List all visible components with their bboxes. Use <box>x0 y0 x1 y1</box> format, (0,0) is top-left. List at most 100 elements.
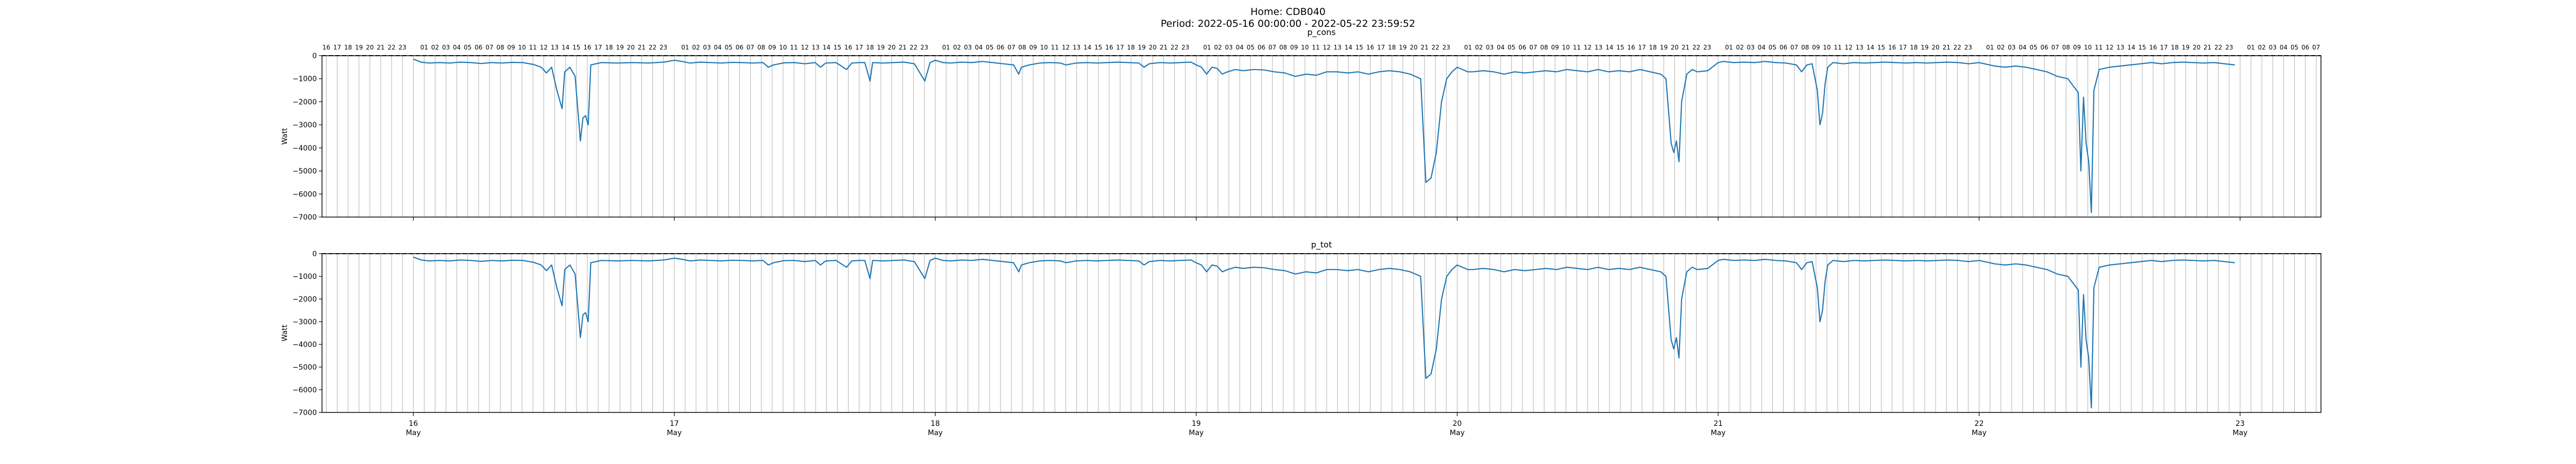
hour-tick-label: 10 <box>1562 44 1570 51</box>
hour-tick-label: 16 <box>844 44 852 51</box>
hour-tick-label: 05 <box>2291 44 2298 51</box>
hour-tick-label: 08 <box>1540 44 1548 51</box>
hour-tick-label: 13 <box>1334 44 1342 51</box>
x-tick-label-day: 21 <box>1714 420 1723 428</box>
x-tick-label-month: May <box>667 429 682 437</box>
hour-tick-label: 11 <box>790 44 798 51</box>
x-tick-label-month: May <box>1189 429 1204 437</box>
hour-tick-label: 18 <box>1127 44 1135 51</box>
x-tick-label-day: 17 <box>670 420 679 428</box>
hour-tick-label: 19 <box>1660 44 1668 51</box>
hour-tick-label: 10 <box>1040 44 1048 51</box>
hour-tick-label: 17 <box>594 44 602 51</box>
hour-tick-label: 05 <box>2029 44 2037 51</box>
figure-title-home: Home: CDB040 <box>1250 6 1326 18</box>
y-tick-label: −5000 <box>293 168 317 176</box>
hour-tick-label: 21 <box>1420 44 1428 51</box>
hour-tick-label: 02 <box>1736 44 1743 51</box>
hour-tick-label: 13 <box>1595 44 1602 51</box>
figure-title: Home: CDB040 Period: 2022-05-16 00:00:00… <box>0 6 2576 30</box>
hour-tick-label: 23 <box>399 44 406 51</box>
hour-tick-label: 22 <box>649 44 656 51</box>
hour-tick-label: 10 <box>779 44 787 51</box>
hour-tick-label: 02 <box>1475 44 1483 51</box>
plot-frame <box>321 55 2321 218</box>
hour-tick-label: 13 <box>1073 44 1080 51</box>
hour-tick-label: 21 <box>1682 44 1689 51</box>
hour-tick-label: 05 <box>986 44 993 51</box>
hour-tick-label: 19 <box>2182 44 2190 51</box>
hour-tick-label: 05 <box>1507 44 1515 51</box>
hour-tick-label: 23 <box>1443 44 1450 51</box>
hour-tick-label: 21 <box>377 44 384 51</box>
y-tick-label: −1000 <box>293 75 317 84</box>
hour-tick-label: 13 <box>812 44 820 51</box>
hour-tick-label: 20 <box>627 44 635 51</box>
hour-tick-label: 22 <box>387 44 395 51</box>
hour-tick-label: 01 <box>420 44 428 51</box>
hour-tick-label: 03 <box>2008 44 2015 51</box>
hour-tick-label: 12 <box>1062 44 1070 51</box>
hour-tick-label: 03 <box>1225 44 1233 51</box>
y-tick-label: −3000 <box>293 121 317 129</box>
hour-tick-label: 03 <box>2269 44 2277 51</box>
hour-tick-label: 17 <box>1116 44 1124 51</box>
x-tick-label-day: 23 <box>2235 420 2245 428</box>
hour-tick-label: 01 <box>2247 44 2255 51</box>
hour-tick-label: 08 <box>1279 44 1287 51</box>
hour-tick-label: 15 <box>1616 44 1624 51</box>
hour-tick-label: 07 <box>2312 44 2320 51</box>
x-tick-label-month: May <box>1450 429 1465 437</box>
hour-tick-label: 09 <box>2073 44 2081 51</box>
hour-tick-label: 09 <box>1290 44 1298 51</box>
hour-tick-label: 06 <box>2301 44 2309 51</box>
hour-tick-label: 04 <box>2280 44 2287 51</box>
hour-tick-label: 23 <box>1703 44 1711 51</box>
y-tick-label: −7000 <box>293 409 317 417</box>
y-tick-label: −3000 <box>293 318 317 326</box>
hour-tick-label: 12 <box>1584 44 1591 51</box>
hour-tick-label: 23 <box>659 44 667 51</box>
chart-panel-p_cons: 16 17 18 19 20 21 22 23 01 02 03 04 05 06 07 08 09 10 11 12… <box>281 27 2321 222</box>
chart-title: p_tot <box>1311 240 1332 250</box>
hour-tick-label: 17 <box>1377 44 1385 51</box>
hour-tick-label: 14 <box>562 44 569 51</box>
hour-tick-label: 11 <box>1834 44 1841 51</box>
hour-tick-label: 16 <box>2149 44 2157 51</box>
hour-tick-label: 07 <box>2052 44 2059 51</box>
hour-tick-label: 01 <box>681 44 689 51</box>
hour-tick-label: 14 <box>1083 44 1091 51</box>
plot-frame <box>321 253 2321 413</box>
hour-tick-label: 12 <box>540 44 548 51</box>
hour-tick-label: 21 <box>2204 44 2211 51</box>
chart-panel-p_tot: 0 −1000 −2000 −3000 −4000 −5000 −6000 −7000 Watt… <box>281 240 2321 437</box>
y-tick-label: −7000 <box>293 213 317 222</box>
hour-tick-label: 16 <box>1888 44 1896 51</box>
hour-tick-label: 11 <box>1312 44 1319 51</box>
hour-tick-label: 22 <box>1171 44 1178 51</box>
hour-tick-label: 18 <box>344 44 352 51</box>
hour-tick-label: 20 <box>1149 44 1157 51</box>
hour-tick-label: 08 <box>757 44 765 51</box>
hour-tick-label: 15 <box>1094 44 1102 51</box>
hour-tick-label: 02 <box>2258 44 2266 51</box>
hour-tick-label: 23 <box>2225 44 2233 51</box>
x-tick-label-month: May <box>2233 429 2248 437</box>
hour-tick-label: 18 <box>2171 44 2179 51</box>
hour-tick-label: 03 <box>442 44 450 51</box>
hour-tick-label: 16 <box>1627 44 1635 51</box>
hour-tick-label: 22 <box>1432 44 1439 51</box>
y-tick-label: 0 <box>312 250 317 258</box>
hour-tick-label: 16 <box>323 44 330 51</box>
hour-tick-label: 10 <box>1301 44 1309 51</box>
hour-tick-label: 18 <box>1388 44 1396 51</box>
x-tick-label-day: 20 <box>1452 420 1462 428</box>
hour-tick-label: 06 <box>736 44 743 51</box>
hour-tick-label: 17 <box>1899 44 1907 51</box>
hour-tick-label: 06 <box>2040 44 2048 51</box>
hour-tick-label: 21 <box>638 44 646 51</box>
hour-tick-label: 04 <box>1236 44 1244 51</box>
hour-tick-label: 16 <box>1105 44 1113 51</box>
y-tick-label: −2000 <box>293 295 317 304</box>
hour-tick-label: 07 <box>747 44 754 51</box>
